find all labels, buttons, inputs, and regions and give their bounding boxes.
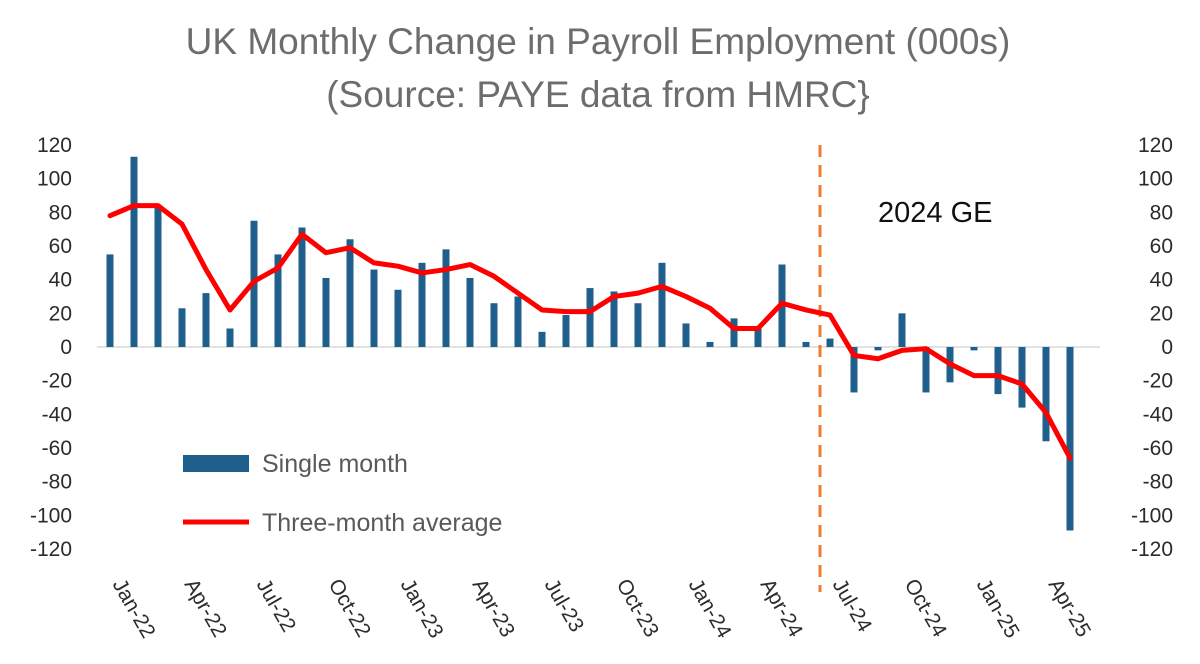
bar-Oct-22: [322, 277, 330, 347]
left-y-tick-label: -40: [42, 403, 72, 426]
x-tick-label: Oct-22: [324, 575, 375, 641]
left-y-tick-label: 20: [49, 302, 72, 325]
x-tick-label: Oct-24: [900, 575, 952, 641]
left-y-tick-label: -60: [42, 437, 72, 460]
bar-May-25: [1066, 347, 1074, 531]
right-y-tick-label: -120: [1131, 538, 1173, 561]
bar-Apr-25: [1042, 347, 1050, 442]
bar-Apr-22: [178, 308, 186, 347]
bar-Jan-25: [970, 347, 978, 351]
bar-Mar-24: [730, 318, 738, 347]
bar-May-22: [202, 293, 210, 347]
bar-Feb-25: [994, 347, 1002, 395]
left-y-axis: 120 100 80 60 40 20 0 -20 -40 -60 -80 -100 -120: [30, 134, 72, 561]
right-y-tick-label: -60: [1143, 437, 1173, 460]
x-tick-label: Apr-25: [1044, 575, 1095, 641]
bar-Dec-22: [370, 269, 378, 347]
bar-Apr-23: [466, 277, 474, 347]
legend-label-single-month: Single month: [262, 450, 408, 478]
x-axis-tick-labels: Jan-22 Apr-22 Jul-22 Oct-22 Jan-23 Apr-23 Jul-…: [108, 575, 1095, 642]
right-y-tick-label: 40: [1150, 269, 1173, 292]
x-tick-label: Jan-25: [972, 575, 1024, 642]
bar-Nov-23: [634, 303, 642, 347]
right-y-tick-label: -100: [1131, 504, 1173, 527]
left-y-tick-label: -120: [30, 538, 72, 561]
chart-title-line1: UK Monthly Change in Payroll Employment …: [186, 21, 1011, 62]
left-y-tick-label: -20: [42, 370, 72, 393]
right-y-axis: 120 100 80 60 40 20 0 -20 -40 -60 -80 -100 -120: [1131, 134, 1173, 561]
bar-Jul-24: [826, 338, 834, 347]
x-tick-label: Jul-22: [252, 575, 301, 636]
left-y-tick-label: -80: [42, 471, 72, 494]
legend-swatch-single-month: [183, 455, 249, 472]
left-y-tick-label: 80: [49, 201, 72, 224]
bar-May-23: [490, 303, 498, 347]
x-tick-label: Jan-22: [108, 575, 160, 642]
right-y-tick-label: -80: [1143, 471, 1173, 494]
bar-Feb-24: [706, 341, 714, 347]
bar-Sep-22: [298, 227, 306, 347]
bar-Jan-24: [682, 323, 690, 347]
x-tick-label: Jan-24: [684, 575, 736, 642]
bar-Mar-22: [154, 207, 162, 347]
chart-title-line2: (Source: PAYE data from HMRC}: [326, 74, 870, 115]
bar-Nov-22: [346, 239, 354, 347]
left-y-tick-label: 40: [49, 269, 72, 292]
legend: Single month Three-month average: [183, 450, 502, 537]
bar-Jun-23: [514, 296, 522, 347]
bar-Mar-25: [1018, 347, 1026, 408]
left-y-tick-label: 60: [49, 235, 72, 258]
right-y-tick-label: 100: [1138, 168, 1173, 191]
bar-Jun-24: [802, 341, 810, 347]
right-y-tick-label: 80: [1150, 201, 1173, 224]
right-y-tick-label: -20: [1143, 370, 1173, 393]
right-y-tick-label: 20: [1150, 302, 1173, 325]
bar-Oct-23: [610, 291, 618, 347]
bar-Jan-22: [106, 254, 114, 347]
left-y-tick-label: -100: [30, 504, 72, 527]
three-month-average-line: [107, 203, 1073, 461]
bar-Sep-24: [874, 347, 882, 351]
legend-label-three-month-average: Three-month average: [262, 509, 502, 537]
x-tick-label: Oct-23: [612, 575, 663, 641]
bar-Apr-24: [754, 326, 762, 347]
left-y-tick-label: 100: [37, 168, 72, 191]
bar-Feb-23: [418, 262, 426, 347]
x-tick-label: Apr-23: [468, 575, 519, 641]
bar-Feb-22: [130, 156, 138, 347]
ge-annotation: 2024 GE: [878, 197, 992, 229]
bar-Mar-23: [442, 249, 450, 347]
bar-Jan-23: [394, 289, 402, 347]
bar-Jul-23: [538, 331, 546, 347]
right-y-tick-label: 0: [1161, 336, 1173, 359]
x-tick-label: Apr-24: [756, 575, 808, 641]
bar-Aug-22: [274, 254, 282, 347]
right-y-tick-label: 120: [1138, 134, 1173, 157]
bar-Nov-24: [922, 347, 930, 393]
bar-Jun-22: [226, 328, 234, 347]
bar-Oct-24: [898, 313, 906, 347]
x-tick-label: Jul-24: [828, 575, 877, 636]
left-y-tick-label: 120: [37, 134, 72, 157]
bar-Aug-24: [850, 347, 858, 393]
right-y-tick-label: 60: [1150, 235, 1173, 258]
bar-Dec-23: [658, 262, 666, 347]
bar-Aug-23: [562, 315, 570, 347]
right-y-tick-label: -40: [1143, 403, 1173, 426]
x-tick-label: Jul-23: [540, 575, 589, 636]
bar-Sep-23: [586, 288, 594, 347]
left-y-tick-label: 0: [60, 336, 72, 359]
x-tick-label: Apr-22: [180, 575, 231, 641]
x-tick-label: Jan-23: [396, 575, 448, 642]
